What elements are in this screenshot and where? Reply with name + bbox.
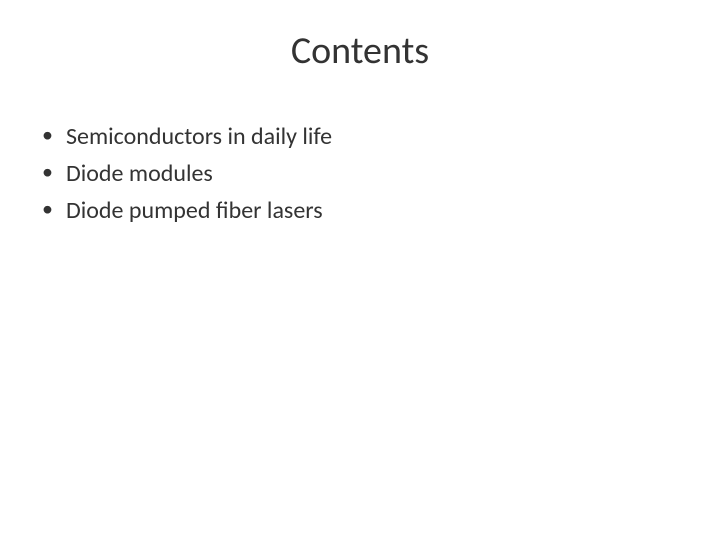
contents-list: Semiconductors in daily life Diode modul… <box>0 94 720 230</box>
slide-title: Contents <box>0 0 720 94</box>
list-item: Semiconductors in daily life <box>42 118 720 155</box>
list-item: Diode pumped fiber lasers <box>42 192 720 229</box>
list-item: Diode modules <box>42 155 720 192</box>
